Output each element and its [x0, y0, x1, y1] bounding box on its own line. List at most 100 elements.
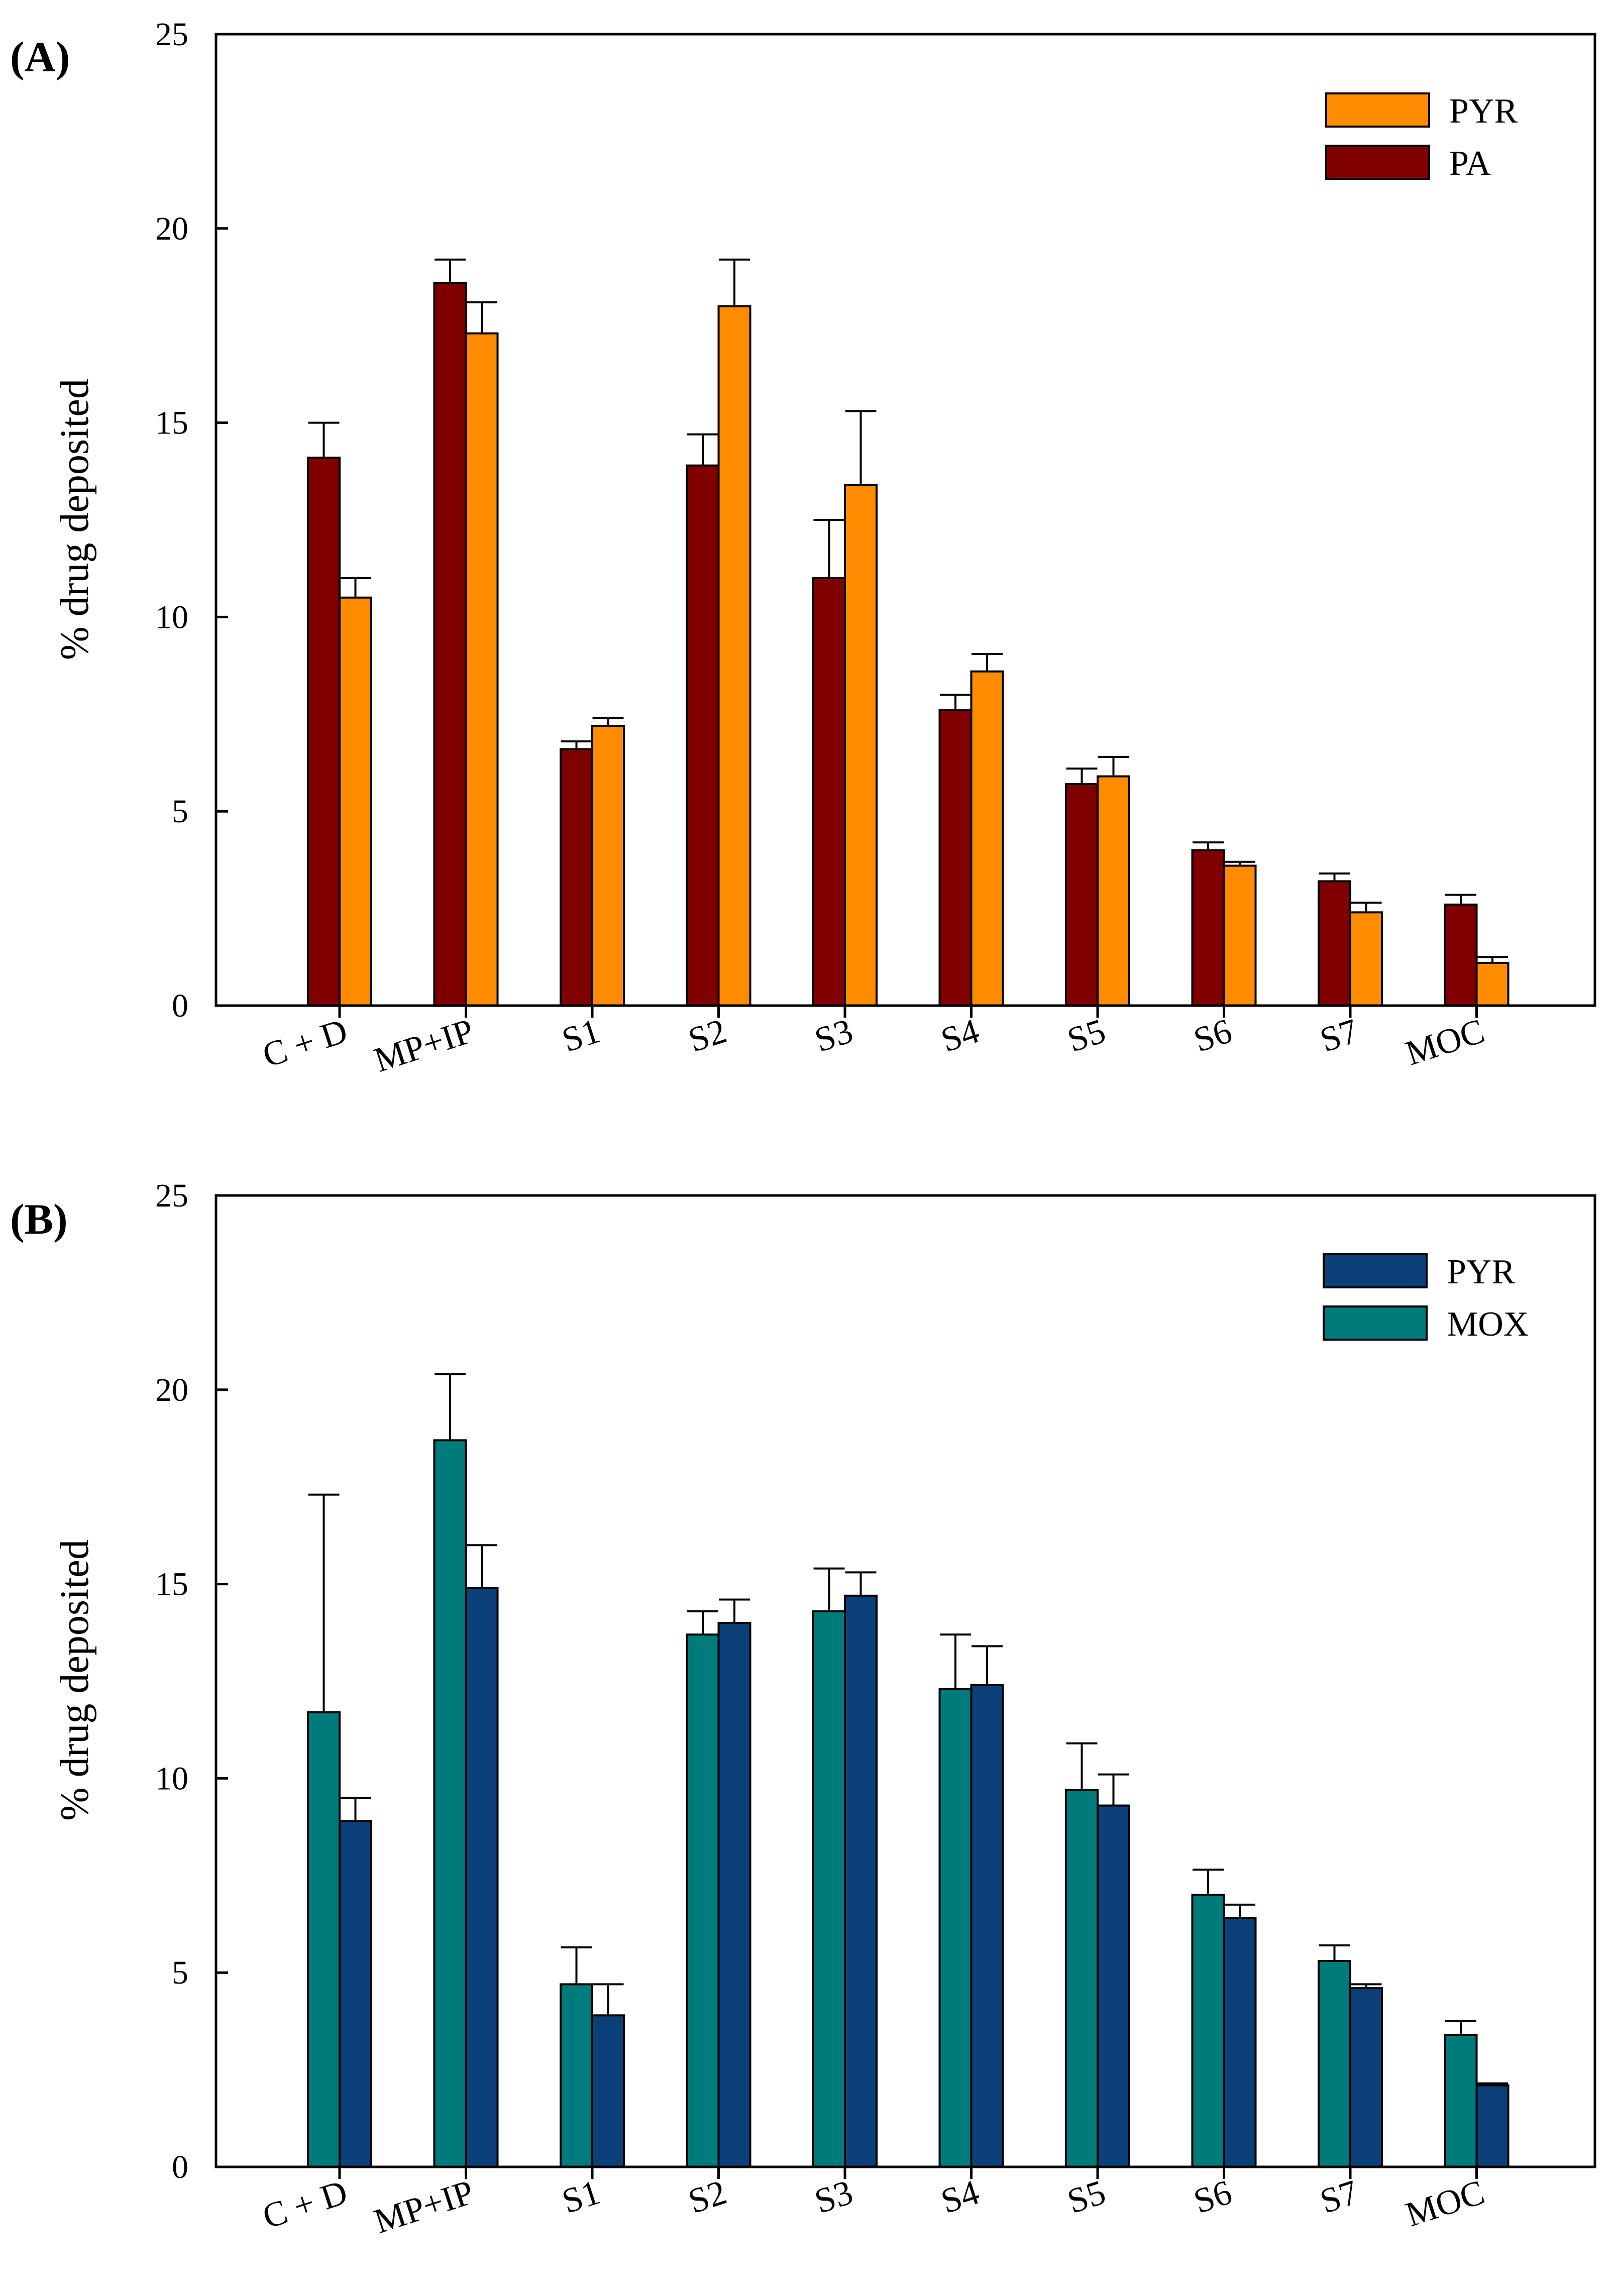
bar-pa-s3 — [812, 577, 846, 1007]
bar-pyr-c-d — [339, 1820, 372, 2168]
panel-b-y-axis-title: % drug deposited — [53, 1540, 97, 1821]
bar-pa-s1 — [560, 748, 593, 1007]
panel-b-error-bars — [308, 1373, 1508, 2086]
chart-panel-b: (B) % drug deposited 0 5 10 15 20 25 C + D MP+… — [10, 1177, 1596, 2241]
error-bar-mox-s6 — [1193, 1869, 1224, 1895]
error-bar-pyr-s3 — [845, 410, 877, 485]
y-tick-label: 15 — [155, 1566, 188, 1603]
bar-pa-mp-ip — [433, 282, 467, 1007]
legend-swatch-pyr — [1323, 1253, 1428, 1288]
panel-a-ticks: 0 5 10 15 20 25 — [155, 16, 228, 1024]
error-bar-pyr-moc — [1477, 2082, 1508, 2086]
panel-b-legend: PYR MOX — [1323, 1253, 1529, 1344]
legend-label-pyr: PYR — [1449, 92, 1518, 131]
bar-mox-s6 — [1191, 1894, 1225, 2168]
error-bar-pyr-s2 — [719, 1598, 750, 1623]
bar-pa-s5 — [1065, 783, 1099, 1007]
y-tick-label: 10 — [155, 1760, 188, 1797]
x-tick-label-s7: S7 — [1316, 2173, 1363, 2221]
x-tick-label-s3: S3 — [810, 1012, 857, 1060]
bar-pyr-moc — [1475, 961, 1510, 1007]
y-tick-label: 10 — [155, 599, 188, 635]
x-tick-label-s4: S4 — [936, 1012, 984, 1060]
error-bar-pyr-s7 — [1350, 1983, 1382, 1989]
bar-pyr-s5 — [1097, 775, 1130, 1007]
x-tick-label-s2: S2 — [684, 2173, 731, 2221]
legend-label-mox: MOX — [1447, 1305, 1529, 1344]
error-bar-pa-s3 — [813, 519, 845, 579]
error-bar-mox-s2 — [687, 1610, 718, 1635]
bar-pyr-s4 — [970, 1684, 1004, 2168]
error-bar-pyr-c-d — [340, 1797, 371, 1821]
error-bar-pa-s5 — [1066, 768, 1098, 785]
bar-pa-s2 — [686, 464, 720, 1007]
bar-mox-c-d — [307, 1711, 341, 2168]
error-bar-pyr-s6 — [1224, 1903, 1255, 1918]
legend-swatch-pa — [1325, 145, 1430, 180]
x-tick-label-s5: S5 — [1063, 2173, 1110, 2221]
error-bar-mox-s3 — [813, 1567, 845, 1611]
bar-pyr-s6 — [1223, 1917, 1257, 2168]
x-tick-label-s1: S1 — [558, 1012, 605, 1060]
legend-item-pyr: PYR — [1323, 1253, 1515, 1291]
bar-pyr-c-d — [339, 596, 372, 1007]
legend-label-pyr: PYR — [1447, 1253, 1515, 1291]
y-tick-label: 0 — [172, 2149, 188, 2185]
bar-pa-s4 — [938, 709, 973, 1007]
bar-pyr-s1 — [591, 2014, 625, 2168]
panel-b-label: (B) — [10, 1195, 68, 1243]
error-bar-pyr-s5 — [1098, 755, 1129, 777]
error-bar-pyr-mp-ip — [466, 1544, 497, 1588]
bar-pa-c-d — [307, 457, 341, 1007]
error-bar-pyr-s1 — [592, 1983, 624, 2016]
legend-item-pyr: PYR — [1325, 92, 1518, 131]
bar-mox-s2 — [686, 1633, 720, 2168]
legend-label-pa: PA — [1449, 144, 1491, 183]
error-bar-pyr-s5 — [1098, 1773, 1129, 1806]
bar-pyr-s1 — [591, 725, 625, 1007]
y-tick-label: 20 — [155, 1372, 188, 1408]
y-tick-label: 0 — [172, 988, 188, 1024]
bar-mox-s4 — [938, 1688, 973, 2168]
bar-pa-s6 — [1191, 849, 1225, 1007]
bar-pyr-moc — [1475, 2084, 1510, 2168]
error-bar-pa-mp-ip — [435, 258, 466, 283]
x-tick-label-c-d: C + D — [258, 1012, 352, 1075]
x-tick-label-s2: S2 — [684, 1012, 731, 1060]
panel-a-legend: PYR PA — [1325, 92, 1518, 183]
bar-mox-s1 — [560, 1983, 593, 2168]
x-tick-label-mp-ip: MP+IP — [370, 1012, 479, 1080]
error-bar-pa-c-d — [308, 421, 340, 458]
bar-pyr-s2 — [717, 1621, 751, 2168]
legend-item-mox: MOX — [1323, 1305, 1529, 1344]
x-tick-label-s5: S5 — [1063, 1012, 1110, 1060]
x-tick-label-c-d: C + D — [258, 2173, 352, 2236]
bar-pa-s7 — [1318, 880, 1351, 1007]
x-tick-label-s6: S6 — [1189, 2173, 1236, 2221]
y-tick-label: 5 — [172, 1954, 188, 1991]
y-tick-label: 20 — [155, 210, 188, 247]
panel-a-plot-frame — [214, 33, 1596, 1007]
panel-a-y-axis-title: % drug deposited — [53, 379, 97, 660]
bar-mox-mp-ip — [433, 1439, 467, 2168]
panel-a-label: (A) — [10, 33, 70, 81]
error-bar-pyr-s7 — [1350, 901, 1382, 913]
bar-pyr-mp-ip — [465, 1587, 499, 2168]
error-bar-mox-s4 — [940, 1633, 971, 1689]
bar-pyr-s2 — [717, 305, 751, 1007]
error-bar-pyr-s1 — [592, 717, 624, 726]
error-bar-pyr-s6 — [1224, 860, 1255, 866]
error-bar-pyr-mp-ip — [466, 301, 497, 334]
error-bar-pa-moc — [1445, 894, 1476, 905]
y-tick-label: 25 — [155, 1177, 188, 1214]
x-tick-label-s7: S7 — [1316, 1012, 1363, 1060]
bar-pyr-s7 — [1349, 911, 1383, 1007]
bar-mox-s5 — [1065, 1789, 1099, 2168]
panel-a-error-bars — [308, 258, 1508, 963]
x-tick-label-s6: S6 — [1189, 1012, 1236, 1060]
legend-swatch-pyr — [1325, 92, 1430, 128]
error-bar-pyr-s4 — [972, 652, 1003, 672]
bar-pyr-mp-ip — [465, 332, 499, 1007]
error-bar-pyr-s3 — [845, 1571, 877, 1596]
